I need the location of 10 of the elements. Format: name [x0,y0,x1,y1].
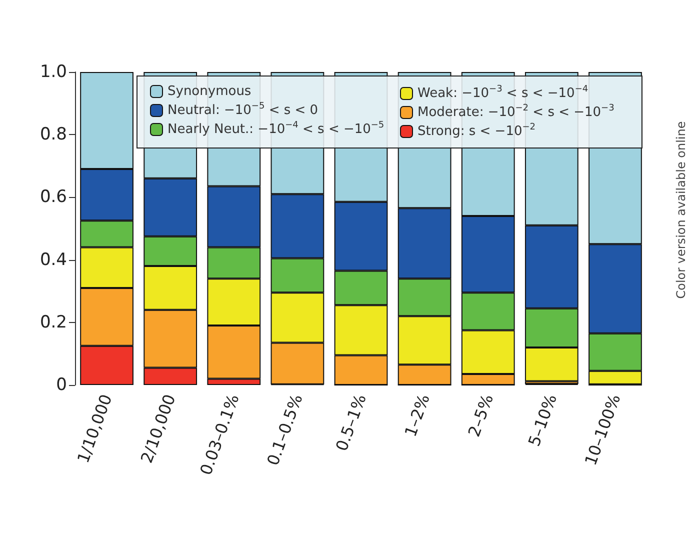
legend-label: Synonymous [168,84,252,99]
y-tick-label: 0 [56,375,67,395]
y-tick-label: 1.0 [40,62,67,82]
y-tick-label: 0.8 [40,124,67,145]
y-tick-label: 0.2 [40,312,67,332]
text: Color version available online [674,121,687,299]
y-tick-label: 0.6 [40,187,67,208]
x-tick-label: 2–5% [464,392,498,440]
y-tick-label: 0.4 [40,250,67,270]
x-tick-label: 1–2% [400,392,434,440]
